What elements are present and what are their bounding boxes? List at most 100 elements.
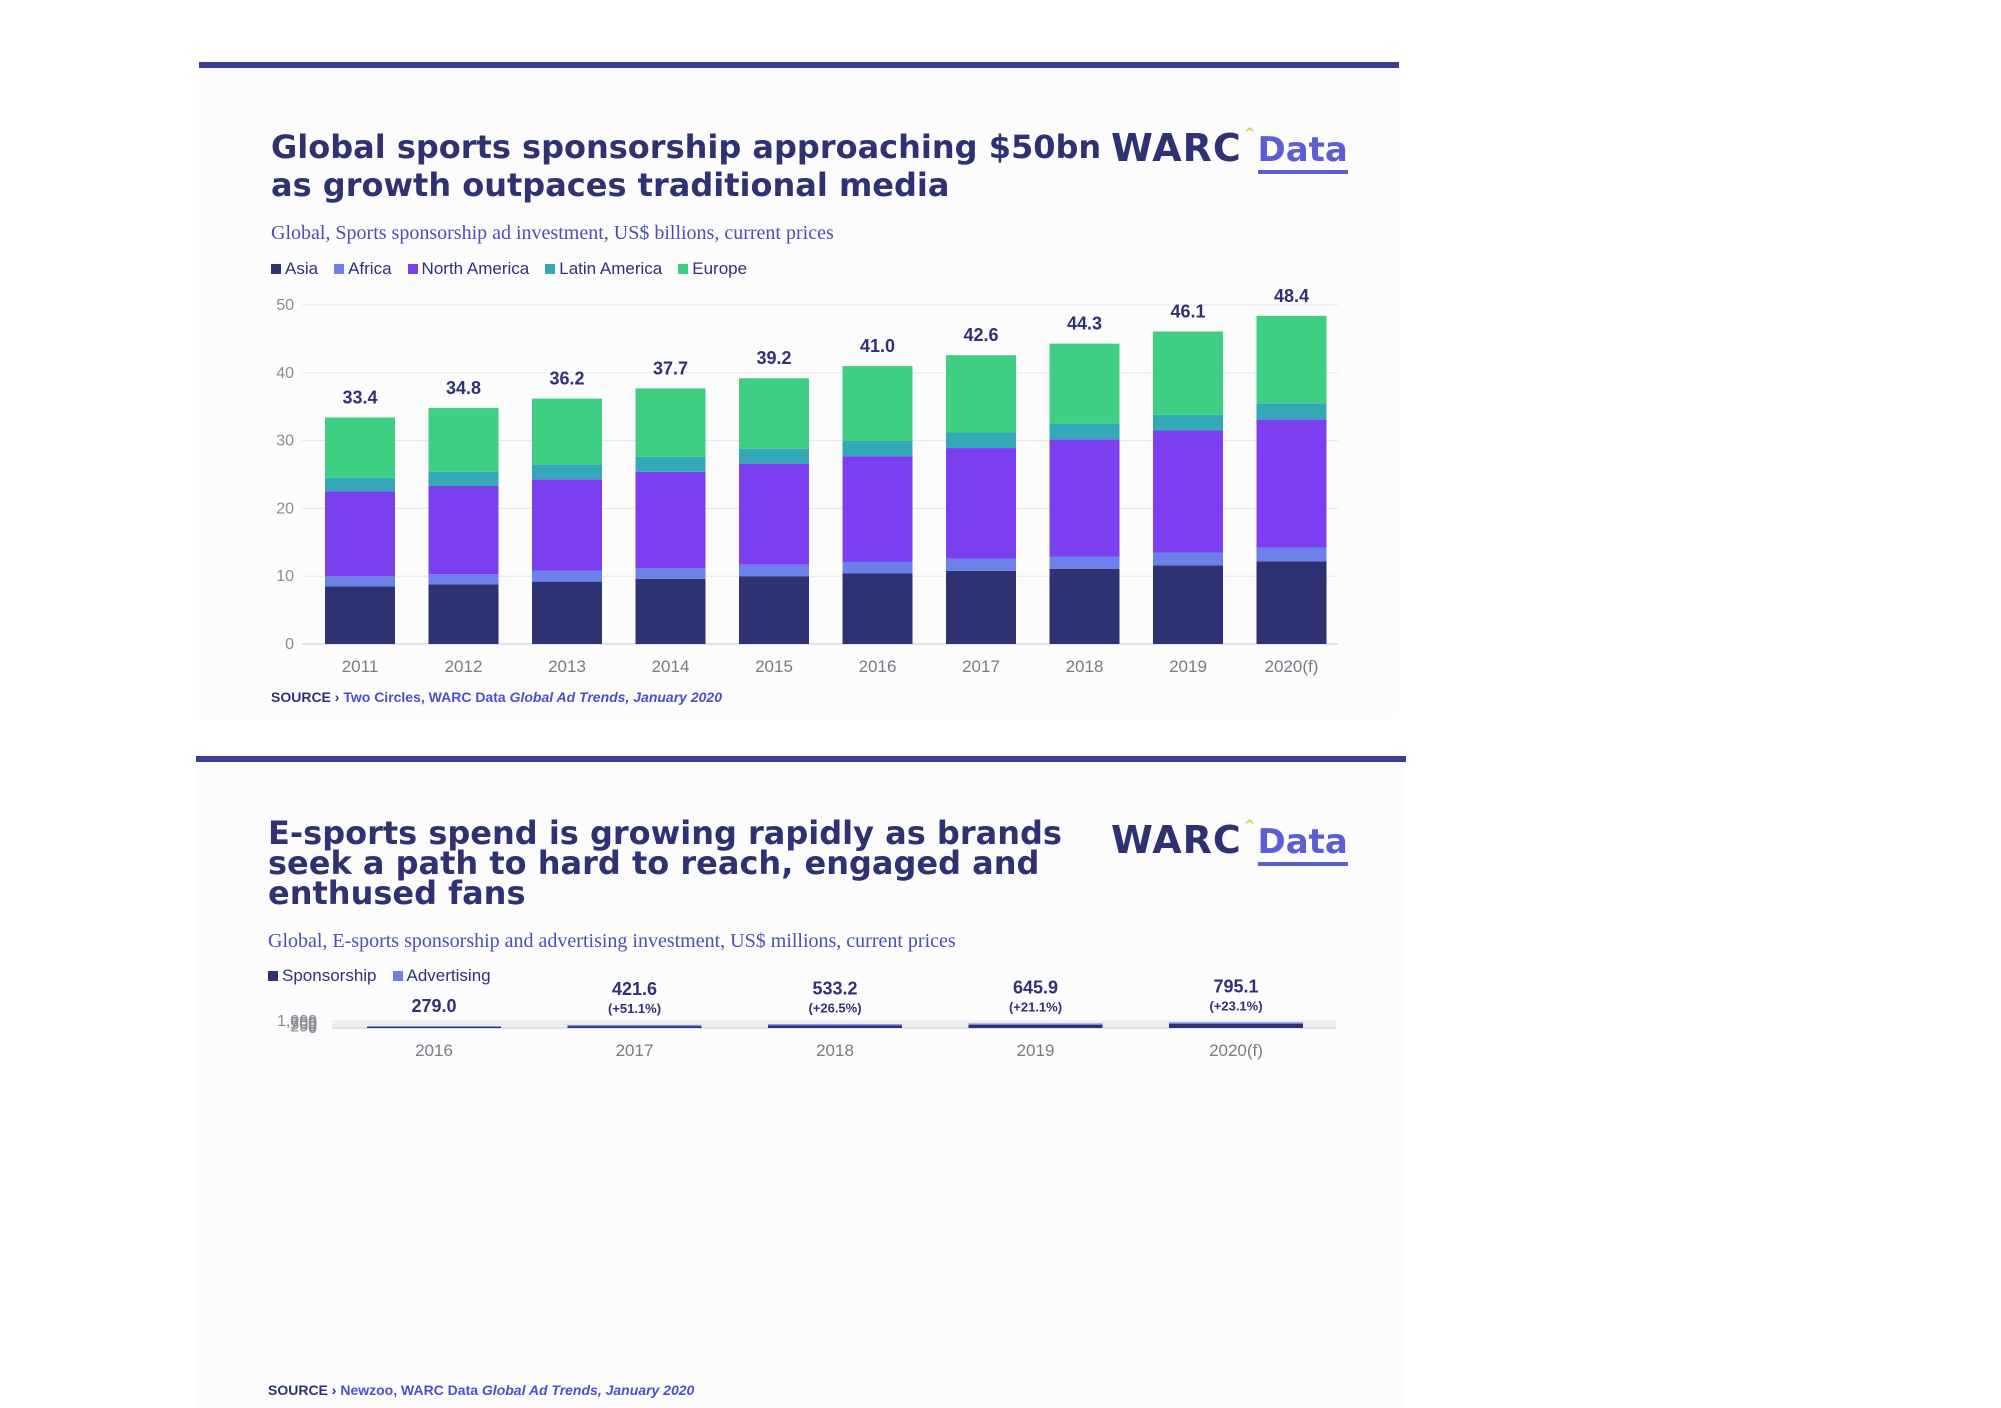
data-logo-text: Data [1257,130,1348,174]
bar-segment-north-america-2018 [1049,439,1120,557]
bar-total-label: 33.4 [342,388,377,408]
legend-swatch [678,264,689,274]
data-logo-text: Data [1257,822,1348,866]
chart-title: Global sports sponsorship approaching $5… [271,128,1102,204]
bar-segment-europe-2016 [842,366,913,441]
bar-segment-north-america-2013 [532,479,602,571]
bar-segment-latin-america-2019 [1153,414,1223,431]
bar-segment-north-america-2012 [428,486,499,575]
bar-total-label: 421.6 [612,979,657,999]
bar-segment-europe-2019 [1153,331,1223,415]
bar-segment-latin-america-2015 [739,448,809,464]
bar-segment-advertising-2016 [367,1026,501,1027]
logo-caret-icon: ^ [1243,126,1256,142]
bar-segment-advertising-2018 [768,1024,902,1026]
bar-segment-europe-2017 [946,355,1016,433]
chart-legend: Sponsorship Advertising [268,966,507,986]
bar-segment-north-america-2011 [325,491,395,577]
chart-subtitle: Global, E-sports sponsorship and adverti… [268,930,956,952]
bar-segment-north-america-2014 [635,471,706,569]
warc-data-logo: WARC ^Data [1111,818,1348,866]
x-tick-label: 2019 [1017,1041,1055,1060]
source-note: SOURCE › Two Circles, WARC Data Global A… [271,689,722,705]
legend-label: North America [421,259,530,278]
bar-total-label: 36.2 [549,369,584,389]
bar-segment-africa-2013 [532,570,602,582]
legend-label: Sponsorship [282,966,377,985]
bar-growth-label: (+23.1%) [1209,998,1262,1013]
legend-label: Africa [348,259,392,278]
bar-segment-latin-america-2011 [325,477,395,492]
bar-segment-latin-america-2018 [1049,423,1120,440]
legend-item-europe: Europe [678,259,747,279]
bar-total-label: 34.8 [446,378,481,398]
x-tick-label: 2018 [816,1041,854,1060]
bar-total-label: 48.4 [1274,286,1309,306]
legend-label: Latin America [559,259,663,278]
bar-total-label: 44.3 [1067,314,1102,334]
bar-segment-europe-2020-f [1256,315,1327,404]
bar-segment-africa-2012 [428,574,499,585]
bar-segment-north-america-2020-f [1256,419,1327,548]
bar-segment-north-america-2017 [946,448,1016,559]
sponsorship-stacked-bar-chart: 0 10 20 30 40 50 33.4 2011 34.8 2012 36.2 2013 37.7 2… [276,286,1338,676]
x-tick-label: 2020(f) [1265,657,1319,676]
bar-total-label: 533.2 [812,978,857,998]
bar-total-label: 41.0 [860,336,895,356]
bar-segment-north-america-2019 [1153,430,1223,553]
source-label: SOURCE › [271,689,340,705]
x-tick-label: 2017 [962,657,1000,676]
chart-title: E-sports spend is growing rapidly as bra… [268,814,1062,912]
bar-segment-sponsorship-2019 [968,1024,1103,1028]
y-tick-label: 20 [276,500,294,517]
bar-segment-latin-america-2016 [842,440,913,457]
x-tick-label: 2012 [445,657,483,676]
y-tick-label: 250 [290,1018,317,1035]
bar-segment-north-america-2015 [739,463,809,565]
bar-segment-asia-2019 [1153,565,1223,644]
x-tick-label: 2019 [1169,657,1207,676]
sponsorship-chart-panel: Global sports sponsorship approaching $5… [199,62,1399,719]
source-publication: Global Ad Trends, January 2020 [481,1382,695,1398]
y-tick-label: 50 [276,297,294,314]
esports-chart-panel: E-sports spend is growing rapidly as bra… [196,756,1406,1408]
bar-segment-africa-2018 [1049,556,1120,569]
bar-total-label: 795.1 [1213,976,1258,996]
bar-segment-latin-america-2017 [946,432,1016,449]
legend-item-latin-america: Latin America [545,259,662,279]
bar-segment-africa-2011 [325,576,395,587]
x-tick-label: 2014 [652,657,690,676]
y-tick-label: 0 [308,1020,317,1037]
bar-segment-africa-2014 [635,568,706,579]
bar-segment-africa-2015 [739,564,809,577]
bar-segment-asia-2020-f [1256,561,1327,644]
bar-segment-asia-2012 [428,584,499,644]
legend-item-north-america: North America [407,259,530,279]
x-tick-label: 2015 [755,657,793,676]
x-tick-label: 2016 [415,1041,453,1060]
x-tick-label: 2020(f) [1209,1041,1263,1060]
y-tick-label: 40 [276,365,294,382]
source-body: Newzoo, WARC Data [340,1382,479,1398]
bar-total-label: 46.1 [1170,301,1205,321]
warc-data-logo: WARC ^Data [1111,126,1348,174]
bar-segment-sponsorship-2020-f [1169,1023,1303,1028]
bar-segment-europe-2018 [1049,343,1120,424]
bar-segment-advertising-2017 [567,1025,702,1027]
legend-label: Asia [285,259,319,278]
bar-growth-label: (+26.5%) [808,1000,861,1015]
legend-item-sponsorship: Sponsorship [268,966,377,986]
bar-segment-africa-2020-f [1256,547,1327,562]
bar-segment-asia-2017 [946,570,1016,644]
legend-swatch [268,971,278,981]
bar-segment-europe-2014 [635,388,706,457]
bar-segment-asia-2013 [532,581,602,644]
bar-segment-europe-2012 [428,408,499,472]
bar-segment-advertising-2020-f [1169,1022,1303,1024]
bar-growth-label: (+51.1%) [608,1001,661,1016]
y-tick-label: 30 [276,433,294,450]
legend-swatch [392,971,403,981]
legend-item-advertising: Advertising [392,966,491,986]
bar-segment-asia-2015 [739,576,809,644]
